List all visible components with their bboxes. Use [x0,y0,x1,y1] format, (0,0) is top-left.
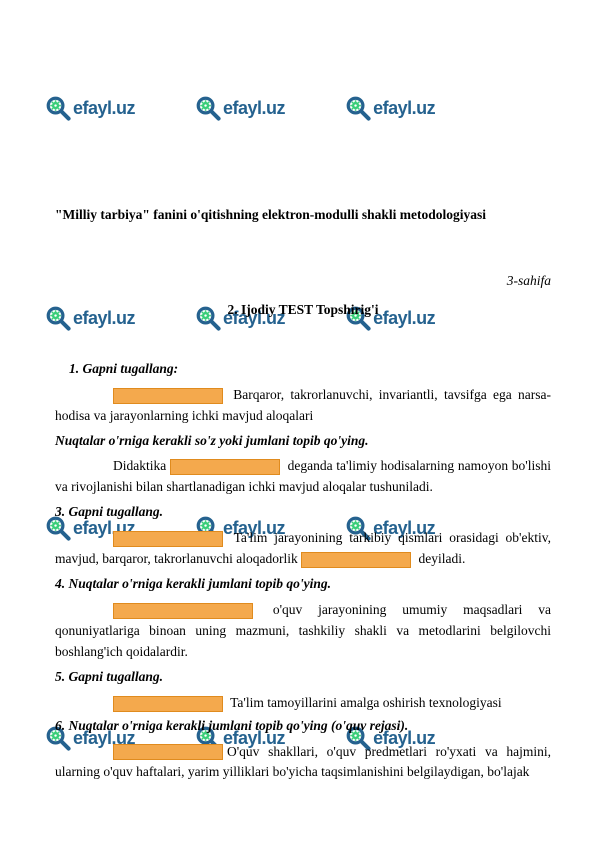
magnifier-gear-icon [195,95,221,121]
question-3-label: 3. Gapni tugallang. [55,502,551,523]
blank-field [113,696,223,712]
question-3-text: Ta'lim jarayonining tarkibiy qismlari or… [55,528,551,570]
blank-field [113,603,253,619]
brand-logo: efayl.uz [345,95,435,121]
question-1-label: 1. Gapni tugallang: [69,359,551,380]
document-body: "Milliy tarbiya" fanini o'qitishning ele… [55,205,551,789]
question-4-label: 4. Nuqtalar o'rniga kerakli jumlani topi… [55,574,551,595]
brand-logo: efayl.uz [45,95,135,121]
doc-subtitle: 2. Ijodiy TEST Topshirig'i [55,300,551,321]
blank-field [113,531,223,547]
page-number-label: 3-sahifa [55,271,551,292]
blank-field [170,459,280,475]
doc-title: "Milliy tarbiya" fanini o'qitishning ele… [55,205,551,226]
question-1-text: Barqaror, takrorlanuvchi, invariantli, t… [55,385,551,427]
brand-text: efayl.uz [373,98,435,119]
blank-field [113,388,223,404]
question-6-label: 6. Nuqtalar o'rniga kerakli jumlani topi… [55,716,551,737]
question-4-text: o'quv jarayonining umumiy maqsadlari va … [55,600,551,663]
question-5-text: Ta'lim tamoyillarini amalga oshirish tex… [55,693,551,714]
blank-field [113,744,223,760]
magnifier-gear-icon [45,95,71,121]
brand-text: efayl.uz [223,98,285,119]
brand-logo: efayl.uz [195,95,285,121]
magnifier-gear-icon [345,95,371,121]
question-2-text: Didaktika deganda ta'limiy hodisalarning… [55,456,551,498]
brand-text: efayl.uz [73,98,135,119]
blank-field [301,552,411,568]
question-5-label: 5. Gapni tugallang. [55,667,551,688]
question-6-text: O'quv shakllari, o'quv predmetlari ro'yx… [55,742,551,784]
question-2-label: Nuqtalar o'rniga kerakli so'z yoki jumla… [55,431,551,452]
watermark-row-1: efayl.uz efayl.uz efayl.uz [45,95,435,121]
